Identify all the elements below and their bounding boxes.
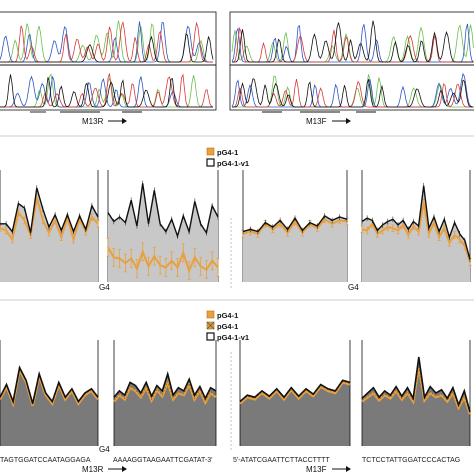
series-line-pG4-1 xyxy=(242,217,348,235)
trace-label-left: M13R xyxy=(82,117,104,126)
series-line-pG4-1 xyxy=(239,381,351,405)
chromatogram-box xyxy=(229,64,474,111)
chromatogram-trace xyxy=(0,75,213,108)
series-line-pG4-1-v1 xyxy=(242,214,348,233)
chromatogram-trace xyxy=(231,24,474,63)
g4-label: G4 xyxy=(99,445,110,454)
series-area xyxy=(108,183,218,282)
sequence-text: 5'-ATATCGAATTCTTACCTTTT xyxy=(233,457,330,464)
trace-label-right: M13F xyxy=(306,117,327,126)
series-line-pG4-1-dashed xyxy=(361,365,471,414)
chromatogram-box xyxy=(0,64,217,111)
arrow-right-icon xyxy=(332,466,351,472)
series-line-pG4-1 xyxy=(0,197,99,243)
sequence-label-left: M13R xyxy=(82,465,104,474)
legend-swatch-orange xyxy=(206,147,215,156)
chromatogram-trace xyxy=(0,20,213,63)
series-area xyxy=(362,357,470,446)
sequence-text: AAAAGGTAAGAATTCGATAT-3' xyxy=(113,457,212,464)
legend-label: pG4-1 xyxy=(217,322,238,331)
chromatogram-trace xyxy=(0,20,213,63)
chromatogram-trace xyxy=(0,74,213,108)
legend-bottom: pG4-1 pG4-1 pG4-1-v1 xyxy=(206,310,249,342)
sequence-text: TCTCCTATTGGATCCCACTAG xyxy=(362,457,460,464)
arrow-right-icon xyxy=(332,118,351,124)
chromatogram-trace xyxy=(232,77,474,108)
g4-label: G4 xyxy=(99,283,110,292)
sequence-label-right: M13F xyxy=(306,465,327,474)
series-line-pG4-1-v1 xyxy=(239,379,351,403)
chromatogram-trace xyxy=(0,33,214,63)
series-line-pG4-1 xyxy=(361,202,471,263)
series-area xyxy=(0,367,98,446)
g4-label: G4 xyxy=(348,283,359,292)
arrow-right-icon xyxy=(108,466,127,472)
legend-swatch-orange xyxy=(206,310,215,319)
legend-label: pG4-1 xyxy=(217,148,238,157)
chromatogram-trace xyxy=(231,23,474,63)
series-line-pG4-1-v1 xyxy=(107,183,219,239)
legend-middle: pG4-1 pG4-1-v1 xyxy=(206,147,249,168)
legend-label: pG4-1 xyxy=(217,311,238,320)
sequence-text: TAGTGGATCCAATAGGAGA xyxy=(0,457,91,464)
legend-label: pG4-1-v1 xyxy=(217,159,249,168)
series-area xyxy=(362,185,470,282)
arrow-right-icon xyxy=(108,118,127,124)
legend-swatch-dark xyxy=(206,158,215,167)
series-area xyxy=(243,215,347,282)
chromatogram-panel xyxy=(0,11,474,113)
series-line-pG4-1-v1 xyxy=(0,187,99,234)
series-line-pG4-1-v1 xyxy=(361,356,471,413)
middle-line-charts xyxy=(0,170,472,282)
series-line-pG4-1-v1 xyxy=(361,185,471,260)
bottom-area-charts xyxy=(0,340,472,446)
series-line-pG4-1-dashed xyxy=(113,380,217,403)
series-line-pG4-1-v1 xyxy=(0,365,99,405)
series-line-pG4-1 xyxy=(107,246,219,274)
legend-swatch-dark xyxy=(206,332,215,341)
series-line-pG4-1-v1 xyxy=(113,370,217,401)
chromatogram-trace xyxy=(232,20,474,63)
legend-label: pG4-1-v1 xyxy=(217,333,249,342)
series-line-pG4-1 xyxy=(113,378,217,406)
